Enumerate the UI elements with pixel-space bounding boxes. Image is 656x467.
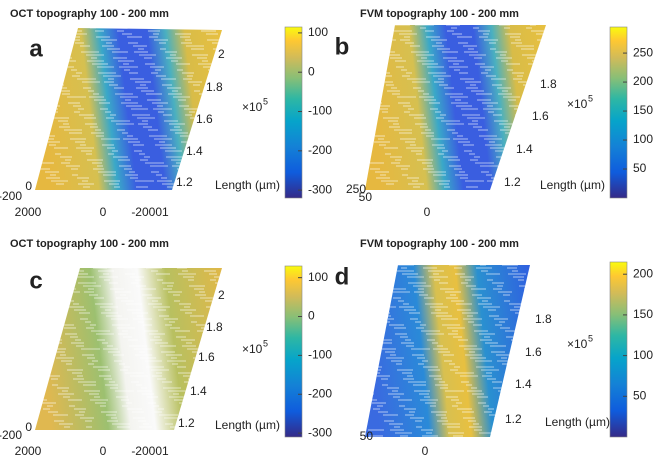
y-exponent-power: 5 xyxy=(263,338,268,348)
y-tick-label: 1.8 xyxy=(540,77,557,91)
colorbar-tick-label: -300 xyxy=(308,182,332,196)
x-tick-label: 0 xyxy=(424,205,431,219)
surface-texture xyxy=(35,28,222,188)
y-tick-label: 1.8 xyxy=(535,312,552,326)
colorbar-tick-label: 200 xyxy=(633,74,653,88)
y-tick-label: 1.4 xyxy=(190,384,207,398)
panel-letter: a xyxy=(29,35,43,62)
colorbar xyxy=(284,265,303,438)
y-exponent-base: ×10 xyxy=(567,337,588,351)
colorbar xyxy=(609,26,628,199)
colorbar-tick-label: 50 xyxy=(633,161,647,175)
y-tick-label: 2 xyxy=(218,47,225,61)
panel-letter: d xyxy=(335,263,350,290)
x-tick-label: 2000 xyxy=(15,444,42,458)
y-exponent-base: ×10 xyxy=(242,342,263,356)
colorbar-tick-label: 150 xyxy=(633,307,653,321)
y-exponent-base: ×10 xyxy=(567,97,588,111)
y-axis-label: Length (µm) xyxy=(215,178,280,192)
y-tick-label: 1.2 xyxy=(505,412,522,426)
panel: OCT topography 100 - 200 mm c 100 0 -100 -200… xyxy=(0,238,332,458)
panel-letter: c xyxy=(29,267,42,294)
y-tick-label: 1.4 xyxy=(516,142,533,156)
colorbar xyxy=(609,261,628,438)
surface xyxy=(35,268,222,430)
y-tick-label: 1.8 xyxy=(206,320,223,334)
y-exponent-base: ×10 xyxy=(242,100,263,114)
y-tick-label: 1.4 xyxy=(515,377,532,391)
z-tick-label: -200 xyxy=(0,189,22,203)
y-exponent-power: 5 xyxy=(588,93,593,103)
y-axis-label: Length (µm) xyxy=(545,415,610,429)
y-tick-label: 1.6 xyxy=(196,112,213,126)
x-tick-label: 2000 xyxy=(15,205,42,219)
z-tick-label: 250 xyxy=(346,182,366,196)
y-tick-label: 1.4 xyxy=(186,144,203,158)
colorbar-tick-label: 50 xyxy=(633,388,647,402)
x-tick-label: 0 xyxy=(100,444,107,458)
y-tick-label: 2 xyxy=(218,288,225,302)
y-tick-label: 1.6 xyxy=(198,350,215,364)
colorbar-tick-label: -200 xyxy=(308,386,332,400)
colorbar-tick-label: -100 xyxy=(308,104,332,118)
surface xyxy=(365,265,530,437)
panel: FVM topography 100 - 200 mmd 200150100501… xyxy=(335,238,654,458)
panel-title: OCT topography 100 - 200 mm xyxy=(10,238,169,250)
colorbar-tick-label: 100 xyxy=(308,25,328,39)
colorbar-tick-label: 0 xyxy=(308,64,315,78)
panel-letter: b xyxy=(335,33,350,60)
colorbar-tick-label: 0 xyxy=(308,309,315,323)
y-tick-label: 1.2 xyxy=(504,175,521,189)
z-tick-label: 0 xyxy=(25,179,32,193)
y-axis-label: Length (µm) xyxy=(215,418,280,432)
colorbar-tick-label: 100 xyxy=(308,270,328,284)
panel-title: OCT topography 100 - 200 mm xyxy=(10,8,169,20)
z-tick-label: -200 xyxy=(0,428,22,442)
y-tick-label: 1.6 xyxy=(532,109,549,123)
z-tick-label: 0 xyxy=(25,420,32,434)
colorbar xyxy=(284,26,303,199)
z-tick-label: 50 xyxy=(360,429,374,443)
x-tick-label: -20001 xyxy=(131,444,169,458)
colorbar-tick-label: -300 xyxy=(308,425,332,439)
surface xyxy=(365,25,546,190)
y-tick-label: 1.2 xyxy=(176,175,193,189)
colorbar-tick-label: -100 xyxy=(308,348,332,362)
panel: OCT topography 100 - 200 mm a 100 0 -100 -200… xyxy=(0,8,332,219)
y-tick-label: 1.2 xyxy=(178,416,195,430)
y-exponent-power: 5 xyxy=(588,333,593,343)
colorbar-tick-label: 250 xyxy=(633,45,653,59)
z-tick-label: 50 xyxy=(359,190,373,204)
x-tick-label: 0 xyxy=(422,444,429,458)
x-tick-label: 0 xyxy=(100,205,107,219)
panel-title: FVM topography 100 - 200 mm xyxy=(360,8,519,20)
y-tick-label: 1.6 xyxy=(525,345,542,359)
surface xyxy=(35,28,222,190)
y-exponent-power: 5 xyxy=(263,96,268,106)
colorbar-tick-label: 150 xyxy=(633,103,653,117)
x-tick-label: -20001 xyxy=(131,205,169,219)
colorbar-tick-label: 200 xyxy=(633,266,653,280)
y-tick-label: 1.8 xyxy=(206,80,223,94)
colorbar-tick-label: 100 xyxy=(633,348,653,362)
colorbar-tick-label: -200 xyxy=(308,143,332,157)
panel: FVM topography 100 - 200 mm b 250 200 150 100… xyxy=(335,8,654,219)
colorbar-tick-label: 100 xyxy=(633,132,653,146)
y-axis-label: Length (µm) xyxy=(540,178,605,192)
panel-title: FVM topography 100 - 200 mm xyxy=(360,238,519,250)
